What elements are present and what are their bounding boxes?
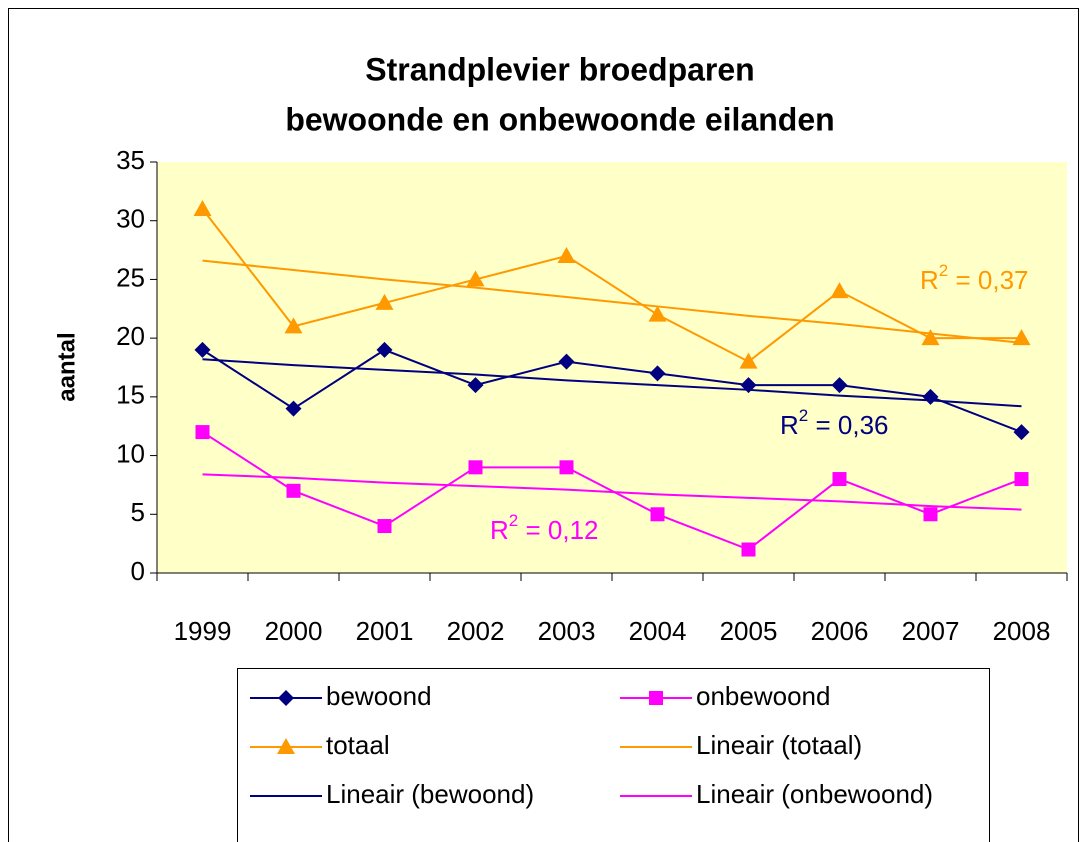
x-tick-label: 1999 — [174, 616, 232, 646]
marker — [558, 353, 575, 370]
r-squared-symbol: R — [780, 410, 799, 440]
series-line — [201, 208, 1022, 363]
marker — [284, 317, 303, 334]
marker — [195, 425, 210, 440]
y-tick-label: 35 — [116, 145, 145, 175]
legend-label: bewoond — [326, 681, 432, 711]
y-axis-title: aantal — [53, 332, 80, 401]
r-squared-value: = 0,37 — [948, 265, 1028, 295]
x-tick-label: 2002 — [447, 616, 505, 646]
r-squared-symbol: R — [490, 515, 509, 545]
marker — [376, 341, 393, 358]
trend-line — [202, 259, 1022, 344]
marker — [466, 270, 485, 287]
marker — [832, 472, 847, 487]
marker — [1014, 472, 1029, 487]
legend-label: Lineair (totaal) — [696, 730, 862, 760]
y-tick-label: 25 — [116, 262, 145, 292]
marker — [921, 329, 940, 346]
y-tick-label: 20 — [116, 321, 145, 351]
r-squared-exponent: 2 — [509, 511, 518, 530]
marker — [285, 400, 302, 417]
x-tick-label: 2008 — [993, 616, 1051, 646]
x-tick-label: 2001 — [356, 616, 414, 646]
series-line — [201, 348, 1022, 434]
y-tick-label: 15 — [116, 380, 145, 410]
marker — [468, 460, 483, 475]
x-tick-label: 2004 — [629, 616, 687, 646]
marker — [739, 352, 758, 369]
marker — [467, 377, 484, 394]
marker — [375, 293, 394, 310]
x-tick-label: 2007 — [902, 616, 960, 646]
legend-label: Lineair (bewoond) — [326, 779, 534, 809]
marker — [923, 507, 938, 522]
r-squared-exponent: 2 — [939, 261, 948, 280]
y-tick-label: 10 — [116, 438, 145, 468]
marker — [194, 341, 211, 358]
y-tick-label: 0 — [131, 556, 145, 586]
r-squared-symbol: R — [920, 265, 939, 295]
marker — [831, 377, 848, 394]
marker — [830, 282, 849, 299]
y-tick-label: 5 — [131, 497, 145, 527]
r-squared-label: R2 = 0,37 — [920, 261, 1028, 294]
series-line — [201, 431, 1022, 551]
trend-line — [202, 358, 1022, 408]
legend-label: Lineair (onbewoond) — [696, 779, 933, 809]
marker — [557, 246, 576, 263]
legend-label: totaal — [326, 730, 390, 760]
marker — [193, 199, 212, 216]
marker — [648, 305, 667, 322]
x-tick-label: 2000 — [265, 616, 323, 646]
r-squared-label: R2 = 0,12 — [490, 511, 598, 544]
r-squared-exponent: 2 — [799, 406, 808, 425]
legend-box — [237, 668, 990, 842]
legend-marker — [277, 738, 295, 754]
legend-marker — [649, 691, 663, 705]
x-tick-label: 2006 — [811, 616, 869, 646]
r-squared-label: R2 = 0,36 — [780, 406, 888, 439]
legend-marker — [278, 690, 294, 706]
marker — [559, 460, 574, 475]
marker — [649, 365, 666, 382]
r-squared-value: = 0,12 — [518, 515, 598, 545]
trend-line — [202, 473, 1022, 511]
legend-label: onbewoond — [696, 681, 830, 711]
marker — [377, 519, 392, 534]
marker — [1012, 329, 1031, 346]
marker — [650, 507, 665, 522]
marker — [286, 483, 301, 498]
marker — [741, 542, 756, 557]
chart-subtitle: bewoonde en onbewoonde eilanden — [285, 101, 834, 137]
chart-title: Strandplevier broedparen — [365, 51, 754, 87]
marker — [1013, 424, 1030, 441]
y-tick-label: 30 — [116, 204, 145, 234]
x-tick-label: 2003 — [538, 616, 596, 646]
r-squared-value: = 0,36 — [808, 410, 888, 440]
x-tick-label: 2005 — [720, 616, 778, 646]
